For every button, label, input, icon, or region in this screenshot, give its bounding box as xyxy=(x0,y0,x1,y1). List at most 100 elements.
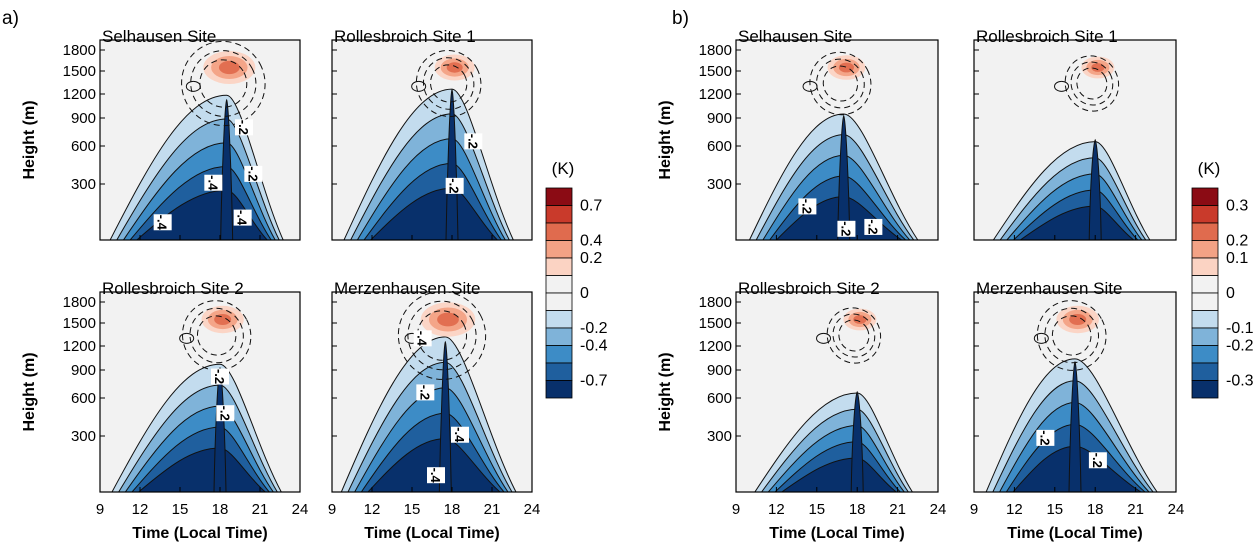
contour-label-text: -.2 xyxy=(245,166,260,181)
colorbar-label: 0.1 xyxy=(1226,250,1248,267)
contour-line-negative xyxy=(111,363,282,492)
contour-label-text: -.2 xyxy=(217,406,232,421)
subplot-1: -.2 -.2 Rollesbroich Site 1 xyxy=(331,27,533,241)
colorbar-swatch xyxy=(545,327,573,346)
x-tick-label: 15 xyxy=(1046,501,1063,518)
y-tick-label: 1800 xyxy=(63,294,96,311)
y-tick-label: 1500 xyxy=(63,315,96,332)
contour-fill-negative xyxy=(138,448,266,492)
contour-fill-negative xyxy=(368,438,500,492)
subplot-0: -.2 -.4 -.2 -.4 -.4 Selhausen Site 1800 1500 120… xyxy=(21,27,301,241)
contour-core xyxy=(438,340,452,492)
colorbar-label: 0.7 xyxy=(580,198,602,215)
contour-line-dashed xyxy=(1064,55,1120,112)
y-tick-label: 1500 xyxy=(699,63,732,80)
colorbar-swatch xyxy=(1191,275,1219,294)
contour-fill-positive xyxy=(214,314,232,325)
contour-label: -.4 xyxy=(233,209,252,226)
subplot-frame xyxy=(735,291,939,493)
contour-line-dashed xyxy=(416,310,468,361)
x-tick-label: 9 xyxy=(732,501,740,518)
contour-line-dashed xyxy=(415,49,482,118)
contour-label-text: -.2 xyxy=(212,369,227,384)
contour-line-dashed xyxy=(1070,61,1114,106)
subplot-title: Rollesbroich Site 2 xyxy=(102,279,244,298)
contour-label-text: -.2 xyxy=(865,219,880,234)
colorbar-swatch xyxy=(1191,345,1219,364)
subplot-title: Selhausen Site xyxy=(738,27,852,46)
contour-label-text: -.2 xyxy=(838,221,853,236)
contour-line-dashed xyxy=(196,315,237,356)
colorbar-swatch xyxy=(545,257,573,276)
colorbar-swatch xyxy=(1191,187,1219,206)
contour-label-box xyxy=(864,218,883,235)
subplot-frame xyxy=(99,291,301,493)
colorbar-label: 0.3 xyxy=(1226,198,1248,215)
contour-label-text: -.4 xyxy=(155,215,170,231)
colorbar-swatch xyxy=(1191,205,1219,224)
contour-fill-positive xyxy=(1091,63,1105,72)
colorbar-swatch xyxy=(545,205,573,224)
colorbar-swatch xyxy=(1191,362,1219,381)
subplot-frame xyxy=(331,39,533,241)
x-tick-label: 15 xyxy=(172,501,189,518)
contour-line-dashed xyxy=(816,58,865,109)
contour-label-box xyxy=(211,368,229,385)
contour-label-box xyxy=(413,330,432,347)
subplot-field: -.2 -.2 xyxy=(974,292,1176,492)
contour-line-dashed xyxy=(422,57,475,110)
x-tick-label: 24 xyxy=(292,501,309,518)
contour-fill-negative xyxy=(370,188,498,240)
subplot-field: -.2 -.2 -.2 xyxy=(736,40,938,240)
contour-label-text: -.2 xyxy=(1037,430,1052,445)
y-tick-label: 1200 xyxy=(63,338,96,355)
panel-label: a) xyxy=(2,8,19,29)
contour-line-dashed xyxy=(189,307,244,364)
contour-line-dashed xyxy=(430,64,468,103)
contour-label: -.2 xyxy=(445,177,464,194)
contour-label-box xyxy=(235,119,253,136)
y-tick-label: 600 xyxy=(71,390,96,407)
y-tick-label: 600 xyxy=(707,138,732,155)
colorbar-label: -0.3 xyxy=(1226,373,1254,390)
contour-label-text: -.4 xyxy=(235,210,250,226)
contour-label: -.2 xyxy=(798,198,817,215)
x-tick-label: 12 xyxy=(364,501,381,518)
y-tick-label: 300 xyxy=(707,176,732,193)
x-tick-label: 9 xyxy=(328,501,336,518)
contour-label: -.2 xyxy=(464,133,483,150)
x-tick-label: 21 xyxy=(252,501,269,518)
contour-loop xyxy=(1033,332,1049,344)
y-axis-label: Height (m) xyxy=(657,352,674,431)
contour-label: -.2 xyxy=(837,220,856,237)
y-tick-label: 600 xyxy=(71,138,96,155)
subplot-field: -.2 -.2 xyxy=(100,292,300,492)
contour-label-text: -.4 xyxy=(415,331,430,347)
contour-label: -.2 xyxy=(1088,452,1107,469)
colorbar-label: 0 xyxy=(580,285,589,302)
contour-label: -.4 xyxy=(204,174,223,191)
y-tick-label: 600 xyxy=(707,390,732,407)
contour-label-text: -.2 xyxy=(799,199,814,214)
x-tick-label: 18 xyxy=(444,501,461,518)
contour-fill-positive xyxy=(853,315,867,324)
subplot-3: -.2 -.2 Merzenhausen Site 9 12 15 18 21 24 Time (… xyxy=(970,279,1185,542)
y-tick-label: 900 xyxy=(71,362,96,379)
y-tick-label: 1800 xyxy=(699,42,732,59)
contour-line-dashed xyxy=(181,300,252,371)
contour-line-dashed xyxy=(1044,307,1100,364)
contour-label-text: -.2 xyxy=(417,385,432,400)
colorbar-swatch xyxy=(1191,222,1219,241)
x-tick-label: 15 xyxy=(808,501,825,518)
x-tick-label: 12 xyxy=(768,501,785,518)
subplot-field xyxy=(974,40,1176,240)
contour-loop xyxy=(816,332,832,344)
x-tick-label: 12 xyxy=(1006,501,1023,518)
contour-label-box xyxy=(464,133,483,150)
x-tick-label: 24 xyxy=(524,501,541,518)
subplot-1: Rollesbroich Site 1 xyxy=(973,27,1177,241)
contour-core xyxy=(837,114,851,240)
contour-fill-positive xyxy=(446,62,463,73)
contour-label-box xyxy=(416,384,435,401)
contour-label: -.4 xyxy=(413,330,432,347)
